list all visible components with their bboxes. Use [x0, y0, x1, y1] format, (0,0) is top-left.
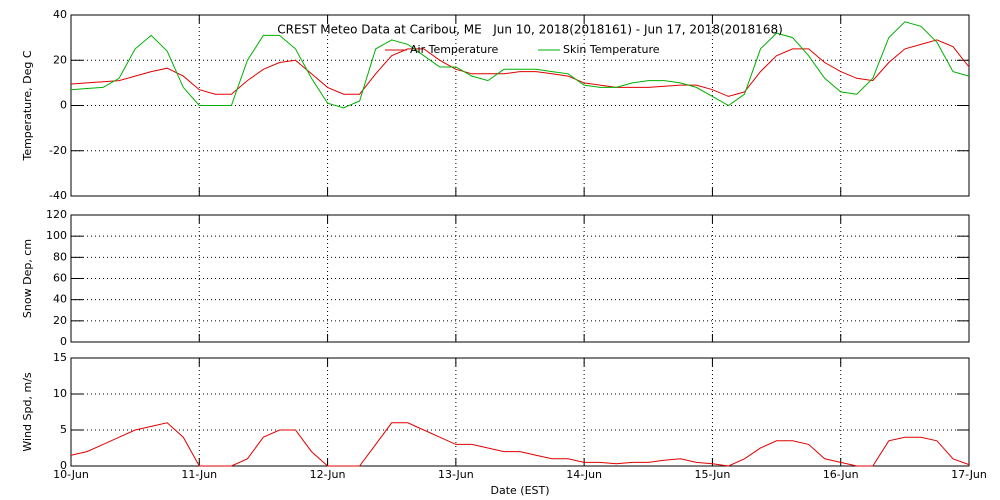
y-tick-label: 0	[60, 99, 67, 112]
data-line	[70, 422, 970, 467]
y-axis-label: Wind Spd, m/s	[21, 372, 34, 452]
x-tick-label: 17-Jun	[951, 468, 987, 481]
data-line	[70, 39, 970, 97]
y-axis-label: Temperature, Deg C	[21, 50, 34, 161]
data-line	[70, 21, 970, 109]
y-tick-label: -20	[49, 144, 67, 157]
y-tick-label: 100	[46, 229, 67, 242]
legend-label: Skin Temperature	[563, 43, 660, 56]
plot-frame	[70, 14, 970, 197]
y-tick-label: 0	[60, 335, 67, 348]
y-tick-label: 60	[53, 272, 67, 285]
y-tick-label: 120	[46, 208, 67, 221]
y-tick-label: 15	[53, 351, 67, 364]
chart-title: CREST Meteo Data at Caribou, ME Jun 10, …	[277, 23, 783, 37]
x-tick-label: 16-Jun	[823, 468, 859, 481]
y-tick-label: 40	[53, 8, 67, 21]
x-tick-label: 15-Jun	[695, 468, 731, 481]
y-tick-label: 5	[60, 423, 67, 436]
x-tick-label: 12-Jun	[310, 468, 346, 481]
y-tick-label: -40	[49, 189, 67, 202]
legend-label: Air Temperature	[410, 43, 499, 56]
y-tick-label: 40	[53, 293, 67, 306]
y-tick-label: 20	[53, 314, 67, 327]
x-tick-label: 10-Jun	[53, 468, 89, 481]
y-axis-label: Snow Dep, cm	[21, 239, 34, 318]
plot-frame	[70, 357, 970, 467]
y-tick-label: 80	[53, 250, 67, 263]
x-tick-label: 14-Jun	[566, 468, 602, 481]
y-tick-label: 0	[60, 459, 67, 472]
plot-frame	[70, 214, 970, 343]
x-axis-label: Date (EST)	[490, 484, 549, 497]
y-tick-label: 10	[53, 387, 67, 400]
y-tick-label: 20	[53, 53, 67, 66]
x-tick-label: 11-Jun	[181, 468, 217, 481]
x-tick-label: 13-Jun	[438, 468, 474, 481]
